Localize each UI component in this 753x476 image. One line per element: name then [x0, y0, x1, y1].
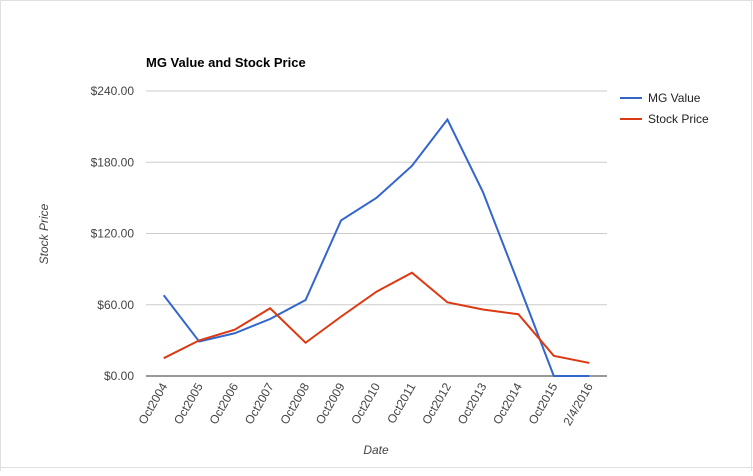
x-tick-label: Oct2010: [348, 380, 383, 427]
x-tick-label: Oct2006: [206, 380, 241, 427]
x-tick-label: 2/4/2016: [560, 380, 596, 428]
x-tick-label: Oct2015: [526, 380, 561, 427]
y-tick-label: $120.00: [91, 227, 135, 241]
chart-title: MG Value and Stock Price: [146, 55, 306, 70]
y-tick-label: $180.00: [91, 155, 135, 169]
y-axis-title: Stock Price: [37, 203, 51, 264]
x-tick-label: Oct2014: [490, 380, 525, 427]
line-series: [163, 271, 590, 364]
x-tick-label: Oct2005: [171, 380, 206, 427]
x-tick-label: Oct2013: [455, 380, 490, 427]
y-tick-label: $240.00: [91, 84, 135, 98]
x-tick-label: Oct2009: [313, 380, 348, 427]
x-tick-label: Oct2008: [277, 380, 312, 427]
x-axis-title: Date: [363, 443, 389, 457]
x-tick-label: Oct2004: [136, 380, 171, 427]
y-tick-label: $0.00: [104, 369, 134, 383]
x-tick-label: Oct2007: [242, 380, 277, 427]
legend-label: MG Value: [648, 91, 701, 105]
x-tick-label: Oct2012: [419, 380, 454, 427]
y-tick-label: $60.00: [97, 298, 134, 312]
line-series: [162, 117, 590, 377]
x-tick-label: Oct2011: [384, 380, 419, 426]
legend-label: Stock Price: [648, 112, 709, 126]
